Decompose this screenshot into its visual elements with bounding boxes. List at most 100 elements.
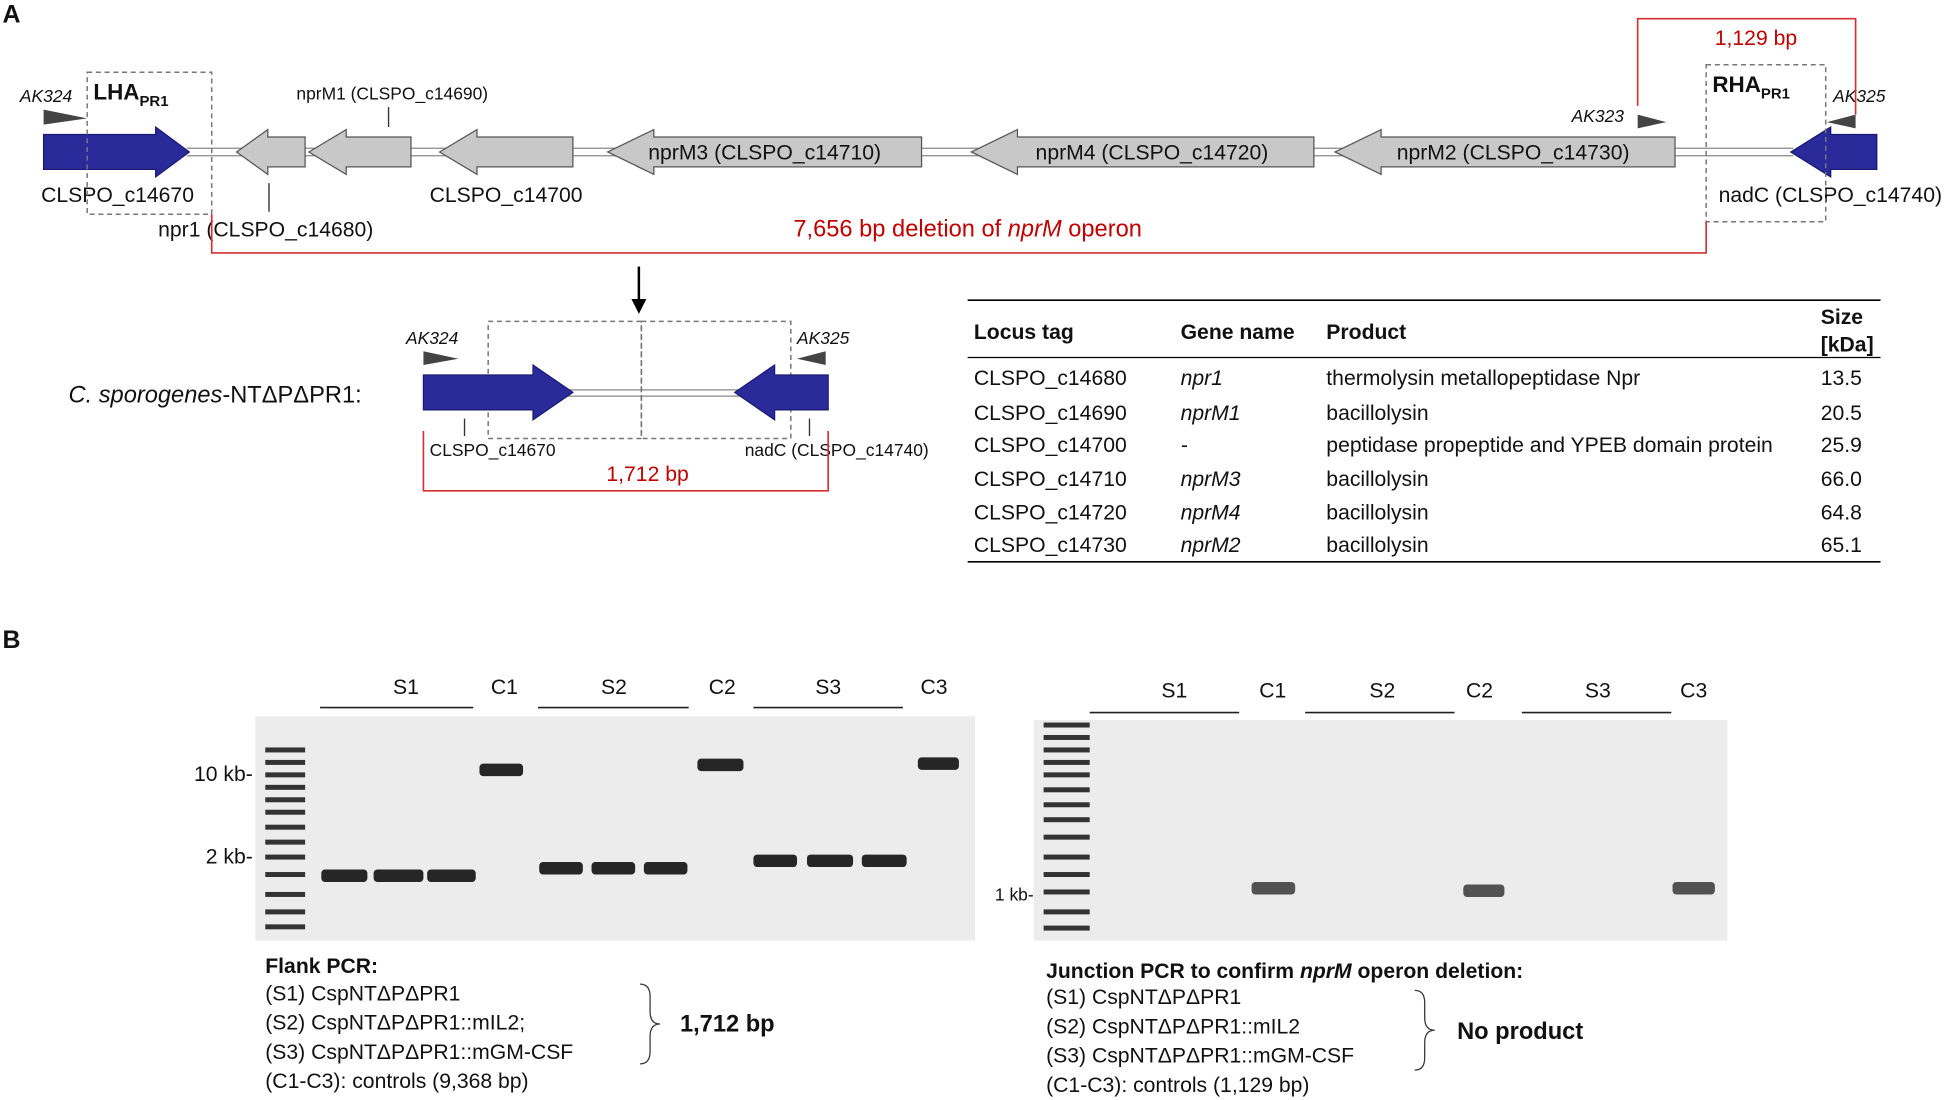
ladder-band [265, 784, 306, 790]
lane-label: S1 [1161, 680, 1187, 703]
table-cell: bacillolysin [1326, 468, 1428, 491]
gene-label: CLSPO_c14700 [430, 184, 583, 207]
gene-arrow [969, 128, 1315, 176]
brace [1414, 989, 1435, 1071]
rha-text: RHA [1712, 72, 1761, 97]
table-cell: 66.0 [1821, 468, 1862, 491]
table-cell: CLSPO_c14730 [974, 534, 1127, 557]
marker-label: 2 kb- [206, 845, 253, 868]
primer-label: AK324 [19, 86, 73, 106]
gene-label: nprM3 (CLSPO_c14710) [648, 141, 881, 164]
ladder-band [1043, 787, 1090, 793]
primer-label: AK325 [796, 328, 850, 348]
table-cell: nprM1 [1181, 402, 1241, 425]
ladder-band [265, 824, 306, 830]
ladder-band [265, 809, 306, 815]
lha-text: LHA [93, 80, 139, 105]
ladder-band [265, 924, 306, 930]
gene-label: nadC (CLSPO_c14740) [1719, 184, 1942, 207]
table-cell: bacillolysin [1326, 501, 1428, 524]
table-header: Size [1821, 306, 1864, 329]
band [697, 758, 744, 772]
primer [423, 351, 459, 366]
gene-label: CLSPO_c14670 [430, 440, 556, 461]
caption-line: (S1) CspNTΔPΔPR1 [265, 982, 460, 1005]
caption-line: (S2) CspNTΔPΔPR1::mIL2; [265, 1012, 525, 1035]
gene-label: nadC (CLSPO_c14740) [745, 440, 929, 461]
band [1463, 884, 1505, 897]
gene-label: nprM2 (CLSPO_c14730) [1397, 141, 1630, 164]
lane-label: C2 [709, 676, 736, 699]
ladder-band [265, 772, 306, 778]
table-cell: 65.1 [1821, 534, 1862, 557]
table-cell: bacillolysin [1326, 534, 1428, 557]
table-cell: thermolysin metallopeptidase Npr [1326, 367, 1640, 390]
band [373, 869, 424, 882]
lha-sub: PR1 [139, 93, 168, 110]
span-bracket [1636, 17, 1857, 115]
title-text: Junction PCR to confirm [1046, 960, 1300, 983]
lane-label: C3 [921, 676, 948, 699]
strain-italic: C. sporogenes [68, 382, 222, 408]
ladder-band [1043, 817, 1090, 823]
strain-rest: -NTΔPΔPR1: [222, 382, 361, 408]
gene-arrow [606, 128, 923, 176]
table-header: Locus tag [974, 321, 1074, 344]
caption-line: (S2) CspNTΔPΔPR1::mIL2 [1046, 1015, 1300, 1038]
lane-label: C1 [1259, 680, 1286, 703]
deletion-text: 7,656 bp deletion of [793, 217, 1007, 243]
lane-label: S2 [1369, 680, 1395, 703]
table: Size [kDa] Locus tag Gene name Product CLSP… [967, 299, 1881, 563]
gel-bands [265, 722, 1715, 931]
lane-labels: S1 C1 S2 C2 S3 C3 S1 C1 S2 C2 S3 C3 [320, 676, 1707, 714]
table-cell: CLSPO_c14720 [974, 501, 1127, 524]
ladder-band [265, 759, 306, 765]
band [917, 757, 959, 770]
table-cell: 64.8 [1821, 501, 1862, 524]
table-header: [kDa] [1821, 333, 1874, 356]
band [1672, 881, 1715, 895]
lane-label: S1 [393, 676, 419, 699]
span-label: 1,129 bp [1715, 27, 1797, 50]
table-cell: CLSPO_c14700 [974, 434, 1127, 457]
gene-label: nprM4 (CLSPO_c14720) [1036, 141, 1269, 164]
primer-label: AK323 [1571, 106, 1625, 126]
ladder-band [1043, 854, 1090, 860]
band [861, 854, 907, 868]
gene-arrow [235, 128, 306, 176]
table-cell: peptidase propeptide and YPEB domain pro… [1326, 434, 1773, 457]
primer [797, 351, 826, 366]
rha-label: RHAPR1 [1712, 72, 1790, 102]
gene-label: nprM1 (CLSPO_c14690) [296, 84, 488, 105]
rha-box [1705, 64, 1827, 223]
ladder-band [1043, 802, 1090, 808]
primer-label: AK324 [405, 328, 459, 348]
table-cell: npr1 [1181, 367, 1223, 390]
gene-label: npr1 (CLSPO_c14680) [158, 219, 373, 242]
caption-line: (S3) CspNTΔPΔPR1::mGM-CSF [1046, 1045, 1354, 1068]
ladder-band [265, 854, 306, 860]
caption-title: Junction PCR to confirm nprM operon dele… [1046, 960, 1523, 983]
title-gene: nprM [1300, 960, 1352, 983]
lane-label: S3 [815, 676, 841, 699]
caption: (S1) CspNTΔPΔPR1(S2) CspNTΔPΔPR1::mIL2(S… [1046, 986, 1354, 1097]
table-cell: CLSPO_c14680 [974, 367, 1127, 390]
ladder-band [1043, 734, 1090, 740]
band [806, 854, 854, 868]
band [321, 869, 368, 882]
band [643, 862, 688, 875]
table-cell: CLSPO_c14710 [974, 468, 1127, 491]
deletion-bracket [210, 214, 1707, 254]
caption-line: (S3) CspNTΔPΔPR1::mGM-CSF [265, 1041, 573, 1064]
table-header: Product [1326, 321, 1406, 344]
lha-label: LHAPR1 [93, 80, 168, 110]
span-label: 1,712 bp [606, 463, 688, 486]
ladder-band [265, 839, 306, 845]
ladder-band [265, 872, 306, 878]
caption-title: Flank PCR: [265, 955, 378, 978]
panel-label: A [2, 0, 20, 28]
lane-label: C3 [1680, 680, 1707, 703]
gene-arrow [307, 128, 412, 176]
ladder-band [1043, 722, 1090, 728]
